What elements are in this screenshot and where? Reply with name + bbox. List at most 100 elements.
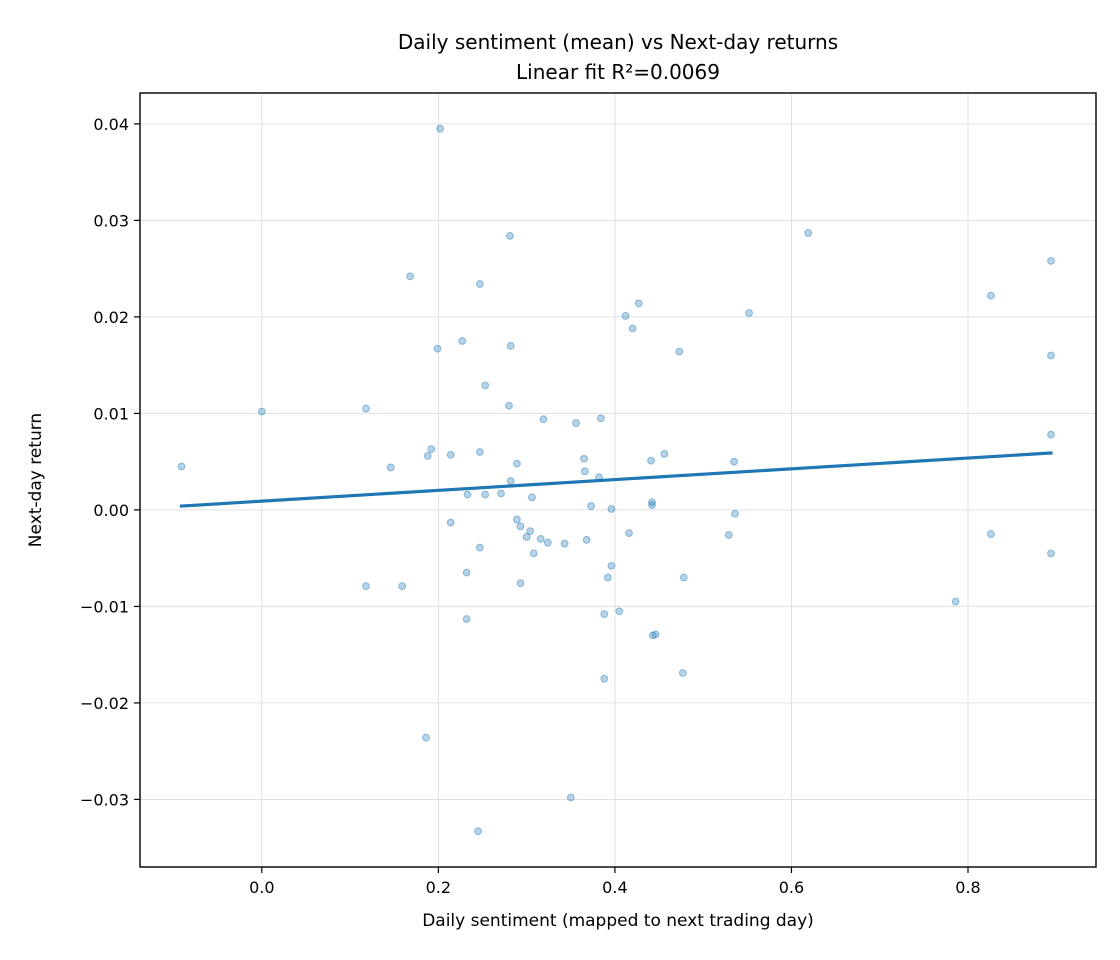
data-point [516, 522, 525, 531]
data-point [731, 509, 739, 518]
data-point [257, 407, 266, 416]
data-point [475, 543, 484, 552]
y-tick-label: 0.00 [93, 501, 129, 520]
gridlines [140, 93, 1096, 867]
x-tick-label: 0.6 [779, 878, 804, 897]
data-point [625, 529, 633, 537]
x-tick-label: 0.4 [602, 878, 627, 897]
data-point [362, 582, 370, 591]
data-point [660, 450, 669, 458]
data-point [422, 733, 430, 742]
data-point [475, 280, 484, 288]
data-point [634, 299, 643, 308]
y-axis-ticks: −0.03 −0.02 −0.01 0.00 0.01 0.02 0.03 0.04 [80, 115, 140, 809]
y-tick-label: 0.03 [93, 211, 129, 230]
x-axis-label: Daily sentiment (mapped to next trading … [422, 911, 814, 931]
data-point [423, 451, 432, 460]
data-point [745, 309, 753, 317]
data-point [580, 454, 588, 463]
data-point [566, 793, 575, 802]
data-point [462, 568, 471, 577]
data-point [513, 515, 521, 524]
data-point [648, 631, 657, 640]
data-point [987, 291, 995, 300]
data-point [621, 312, 630, 320]
data-point [596, 414, 605, 423]
data-point [446, 518, 455, 527]
data-point [675, 347, 684, 356]
data-point [528, 493, 536, 502]
data-point [427, 445, 436, 454]
x-tick-label: 0.8 [955, 878, 980, 897]
data-point [506, 477, 515, 485]
data-point [462, 615, 471, 623]
data-point [1047, 351, 1055, 360]
y-tick-label: 0.04 [93, 115, 129, 134]
data-point [513, 459, 521, 468]
data-point [526, 527, 535, 536]
data-point [607, 561, 616, 570]
data-point [177, 462, 186, 471]
data-point [505, 231, 514, 240]
chart-subtitle: Linear fit R²=0.0069 [516, 60, 720, 84]
data-point [433, 344, 442, 353]
data-point [628, 324, 637, 333]
data-point [580, 467, 589, 476]
data-point [497, 489, 505, 498]
data-point [505, 401, 513, 410]
y-tick-label: 0.01 [93, 404, 129, 423]
y-tick-label: −0.02 [80, 694, 129, 713]
y-tick-label: −0.01 [80, 597, 129, 616]
data-point [560, 539, 569, 548]
data-point [474, 827, 482, 836]
data-point [406, 272, 415, 281]
data-point [475, 448, 484, 456]
y-axis-label: Next-day return [26, 413, 46, 547]
data-point [951, 597, 960, 606]
x-tick-label: 0.0 [249, 878, 274, 897]
data-point [603, 573, 612, 582]
data-point [516, 579, 525, 588]
data-point [651, 630, 660, 639]
data-point [539, 415, 548, 424]
data-point [572, 419, 580, 427]
data-point [529, 549, 538, 558]
y-tick-label: −0.03 [80, 790, 129, 809]
y-tick-label: 0.02 [93, 308, 129, 327]
data-point [522, 533, 531, 541]
data-point [446, 451, 455, 459]
plot-frame [139, 92, 1097, 868]
data-point [607, 505, 616, 513]
data-point [1047, 549, 1055, 558]
data-point [615, 607, 624, 616]
data-point [481, 381, 490, 390]
data-point [463, 490, 472, 499]
fit-line-group [179, 451, 1053, 508]
x-tick-label: 0.2 [426, 878, 451, 897]
data-point [506, 341, 515, 350]
data-point [647, 456, 656, 465]
data-point [595, 473, 603, 482]
data-point [582, 535, 591, 544]
data-point [362, 404, 370, 413]
data-point [543, 538, 552, 547]
data-point [436, 124, 445, 133]
data-point [724, 531, 733, 539]
data-point [600, 610, 609, 619]
data-point [730, 457, 738, 466]
data-point [648, 501, 656, 509]
data-point [386, 463, 395, 472]
data-point [587, 502, 595, 510]
data-point [1047, 430, 1055, 439]
x-axis-ticks: 0.0 0.2 0.4 0.6 0.8 [249, 867, 981, 897]
data-point [481, 490, 490, 499]
data-point [678, 669, 687, 677]
data-point [804, 229, 813, 237]
data-point [458, 337, 467, 345]
data-points [177, 124, 1055, 836]
data-point [987, 530, 995, 538]
chart-title: Daily sentiment (mean) vs Next-day retur… [398, 30, 838, 54]
data-point [1047, 257, 1055, 265]
